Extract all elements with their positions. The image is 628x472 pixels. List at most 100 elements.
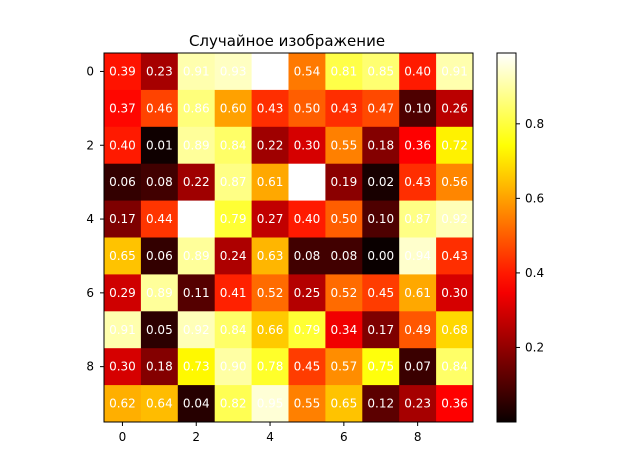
heatmap-cell: [362, 200, 400, 238]
heatmap-cell: [399, 348, 437, 386]
heatmap-cell: [140, 89, 179, 128]
heatmap-cell: [436, 348, 474, 386]
heatmap-cell: [436, 163, 474, 201]
cell-value-label: 0.82: [220, 397, 247, 411]
cell-value-label: 0.22: [183, 175, 210, 189]
cell-value-label: 0.18: [146, 360, 173, 374]
cell-value-label: 0.36: [404, 138, 431, 152]
x-tick-label: 8: [414, 430, 422, 444]
heatmap-cell: [436, 53, 474, 91]
cell-value-label: 0.11: [183, 286, 210, 300]
colorbar-tick-label: 0.4: [525, 266, 544, 280]
heatmap-cell: [288, 311, 326, 349]
cell-value-label: 0.30: [109, 360, 136, 374]
heatmap-cell: [104, 89, 142, 128]
heatmap-cell: [140, 163, 179, 201]
heatmap-cell: [251, 311, 289, 349]
cell-value-label: 0.84: [441, 360, 468, 374]
heatmap-cell: [399, 274, 437, 312]
cell-value-label: 0.61: [257, 175, 284, 189]
colorbar-tick-label: 0.2: [525, 340, 544, 354]
y-tick-label: 0: [86, 64, 94, 78]
cell-value-label: 0.93: [220, 64, 247, 78]
cell-value-label: 0.10: [404, 101, 431, 115]
heatmap-cell: [325, 274, 363, 312]
heatmap-cell: [177, 200, 216, 238]
cell-value-label: 0.61: [404, 286, 431, 300]
cell-value-label: 0.89: [146, 286, 173, 300]
cell-value-label: 0.95: [257, 397, 284, 411]
heatmap-cell: [140, 385, 179, 423]
heatmap-cell: [177, 126, 216, 165]
heatmap-cell: [251, 237, 289, 275]
heatmap-cell: [288, 126, 326, 165]
heatmap-cell: [325, 348, 363, 386]
heatmap-cell: [251, 200, 289, 238]
heatmap-cell: [436, 274, 474, 312]
cell-value-label: 0.40: [109, 138, 136, 152]
colorbar-axis: 0.2 0.4 0.6 0.8: [516, 117, 544, 354]
heatmap-cell: [251, 53, 289, 91]
cell-value-label: 0.99: [257, 64, 284, 78]
x-tick-label: 2: [192, 430, 200, 444]
cell-value-label: 0.91: [109, 323, 136, 337]
heatmap-cell: [214, 274, 252, 312]
cell-value-label: 0.39: [109, 64, 136, 78]
cell-value-label: 0.56: [441, 175, 468, 189]
heatmap-cell: [251, 385, 289, 423]
heatmap-cell: [399, 89, 437, 128]
heatmap-cell: [288, 163, 326, 201]
heatmap-cell: [104, 163, 142, 201]
cell-value-label: 0.72: [441, 138, 468, 152]
cell-value-label: 0.84: [220, 138, 247, 152]
x-tick-label: 6: [340, 430, 348, 444]
heatmap-cell: [140, 348, 179, 386]
cell-value-label: 0.04: [183, 397, 210, 411]
heatmap-cell: [362, 163, 400, 201]
heatmap-cell: [140, 200, 179, 238]
heatmap-cell: [362, 89, 400, 128]
heatmap-cell: [214, 163, 252, 201]
cell-value-label: 0.05: [146, 323, 173, 337]
plot-frame: [103, 52, 474, 423]
heatmap-cell: [325, 89, 363, 128]
heatmap-cell: [177, 311, 216, 349]
heatmap-cell: [214, 89, 252, 128]
cell-value-label: 0.66: [257, 323, 284, 337]
cell-value-label: 0.17: [367, 323, 394, 337]
heatmap-cell: [362, 53, 400, 91]
cell-value-label: 0.37: [109, 101, 136, 115]
cell-value-label: 0.49: [404, 323, 431, 337]
cell-value-label: 0.89: [183, 249, 210, 263]
heatmap-cell: [251, 274, 289, 312]
cell-value-label: 0.91: [441, 64, 468, 78]
cell-value-label: 0.00: [367, 249, 394, 263]
heatmap-cell: [436, 311, 474, 349]
cell-value-label: 0.43: [441, 249, 468, 263]
cell-value-label: 0.62: [109, 397, 136, 411]
cell-value-label: 0.79: [220, 212, 247, 226]
cell-value-label: 0.22: [257, 138, 284, 152]
heatmap-cell: [140, 311, 179, 349]
y-tick-label: 2: [86, 138, 94, 152]
cell-value-label: 0.45: [367, 286, 394, 300]
heatmap-cell: [325, 200, 363, 238]
heatmap-cell: [140, 274, 179, 312]
heatmap-cell: [177, 163, 216, 201]
heatmap-cell: [104, 385, 142, 423]
cell-value-label: 0.99: [183, 212, 210, 226]
cell-value-label: 0.55: [294, 397, 321, 411]
heatmap-cell: [325, 126, 363, 165]
heatmap-cell: [362, 311, 400, 349]
y-tick-label: 4: [86, 212, 94, 226]
heatmap-cell: [177, 385, 216, 423]
heatmap-cell: [399, 53, 437, 91]
heatmap-cell: [399, 237, 437, 275]
heatmap-cell: [362, 348, 400, 386]
heatmap-cell: [104, 274, 142, 312]
heatmap-cell: [288, 200, 326, 238]
y-axis: 0 2 4 6 8: [86, 64, 104, 374]
cell-value-label: 0.01: [146, 138, 173, 152]
cell-value-label: 0.50: [294, 101, 321, 115]
